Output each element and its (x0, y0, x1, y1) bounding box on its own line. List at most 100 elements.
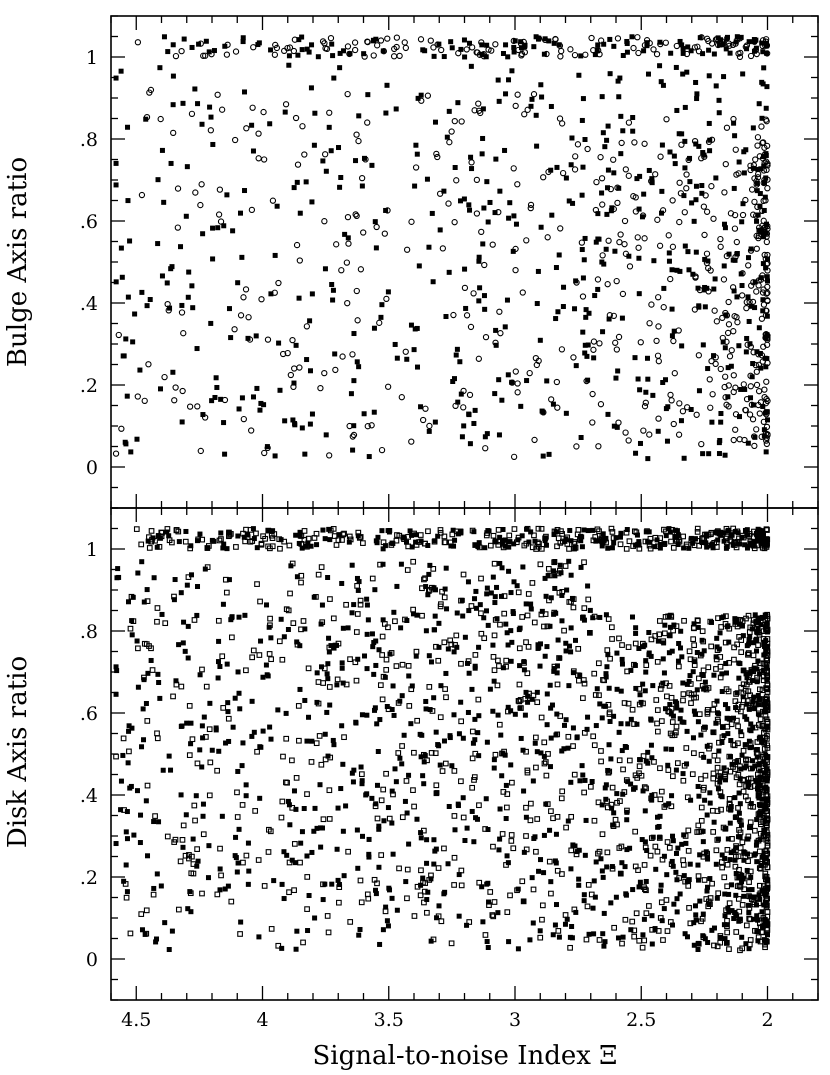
data-point (603, 246, 609, 252)
data-point (218, 536, 224, 542)
data-point (711, 925, 717, 931)
data-point (425, 588, 432, 594)
data-point (518, 52, 525, 59)
data-point (757, 938, 764, 945)
data-point (554, 164, 560, 170)
data-point (249, 654, 256, 661)
data-point (583, 377, 590, 385)
data-point (680, 71, 686, 77)
data-point (750, 211, 757, 218)
data-point (424, 837, 430, 843)
data-point (530, 778, 536, 784)
data-point (636, 545, 643, 552)
data-point (713, 318, 720, 325)
data-point (639, 944, 646, 951)
data-point (568, 649, 574, 655)
data-point (170, 73, 176, 79)
data-point (604, 798, 610, 805)
data-point (681, 762, 688, 769)
data-point (624, 807, 630, 814)
data-point (220, 601, 226, 607)
data-point (176, 642, 182, 648)
data-point (374, 880, 380, 887)
data-point (576, 882, 582, 888)
data-point (760, 661, 767, 667)
data-point (114, 575, 120, 581)
data-point (738, 684, 744, 691)
data-point (559, 788, 566, 795)
data-point (237, 210, 243, 216)
data-point (243, 782, 249, 788)
data-point (186, 403, 194, 410)
data-point (351, 767, 357, 773)
data-point (631, 661, 637, 668)
data-point (717, 235, 724, 243)
data-point (417, 532, 424, 538)
data-point (589, 419, 596, 426)
data-point (521, 788, 527, 794)
data-point (529, 544, 536, 551)
data-point (452, 402, 459, 410)
data-point (631, 721, 637, 727)
data-point (743, 396, 751, 403)
data-point (723, 939, 730, 946)
data-point (723, 613, 729, 620)
data-point (660, 304, 667, 311)
data-point (699, 540, 705, 546)
data-point (711, 819, 717, 825)
data-point (337, 65, 343, 71)
data-point (504, 804, 510, 811)
data-point (750, 165, 756, 171)
data-point (596, 692, 602, 699)
data-point (374, 42, 381, 49)
data-point (424, 897, 430, 903)
data-point (698, 732, 704, 738)
data-point (329, 281, 335, 287)
data-point (649, 941, 655, 947)
data-point (566, 558, 572, 564)
data-point (321, 665, 328, 672)
data-point (376, 864, 382, 870)
data-point (422, 540, 428, 547)
data-point (287, 590, 293, 597)
data-point (760, 197, 767, 204)
data-point (239, 395, 245, 401)
data-point (170, 369, 176, 375)
data-point (403, 879, 409, 885)
data-point (330, 287, 336, 293)
data-point (749, 416, 757, 423)
data-point (293, 775, 300, 781)
data-point (664, 839, 671, 845)
data-point (711, 942, 717, 949)
data-point (702, 304, 708, 310)
data-point (145, 853, 151, 859)
data-point (448, 641, 455, 648)
data-point (389, 895, 395, 901)
data-point (501, 541, 507, 547)
data-point (391, 712, 397, 718)
data-point (722, 345, 728, 351)
data-point (308, 543, 314, 549)
data-point (514, 181, 521, 188)
data-point (347, 656, 353, 663)
data-point (605, 123, 611, 129)
data-point (213, 375, 219, 381)
data-point (757, 802, 764, 809)
top-y-axis-label: Bulge Axis ratio (3, 157, 33, 367)
data-point (128, 449, 134, 455)
data-point (385, 624, 391, 631)
data-point (735, 701, 742, 708)
data-point (662, 39, 669, 46)
data-point (720, 724, 726, 730)
data-point (643, 662, 650, 669)
data-point (200, 735, 206, 741)
data-point (747, 383, 754, 390)
data-point (736, 53, 744, 61)
data-point (297, 533, 303, 539)
data-point (760, 739, 766, 746)
data-point (735, 805, 741, 811)
data-point (624, 817, 630, 823)
data-point (358, 174, 366, 182)
data-point (755, 642, 761, 648)
data-point (289, 804, 296, 811)
